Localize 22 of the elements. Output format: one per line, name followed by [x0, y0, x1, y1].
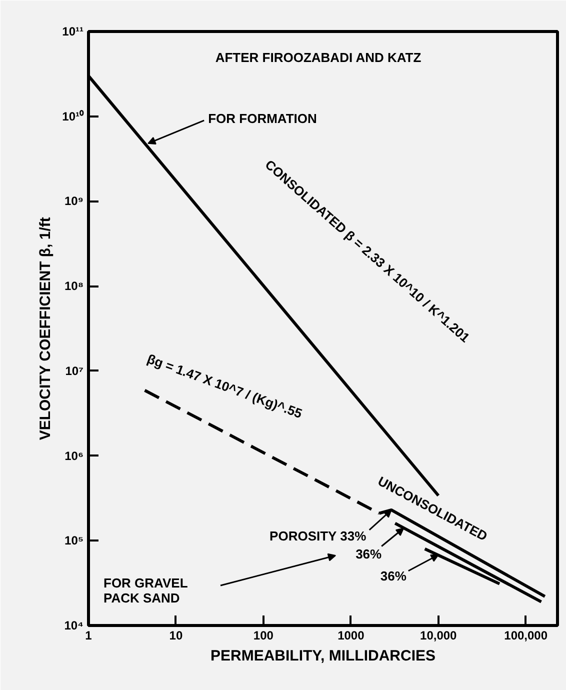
- annotation: AFTER FIROOZABADI AND KATZ: [215, 50, 422, 65]
- x-tick-label: 10: [169, 628, 183, 642]
- annotation: POROSITY 33%: [270, 528, 367, 544]
- x-tick-label: 1: [85, 628, 92, 642]
- annotation: FOR FORMATION: [208, 110, 317, 126]
- y-tick-label: 10⁹: [64, 194, 84, 208]
- annotation: FOR GRAVEL PACK SAND: [104, 576, 188, 606]
- x-tick-label: 10,000: [420, 628, 458, 642]
- y-tick-label: 10⁶: [64, 448, 84, 463]
- y-tick-label: 10⁵: [64, 534, 84, 548]
- y-tick-label: 10¹⁰: [62, 109, 84, 124]
- y-tick-label: 10⁷: [65, 364, 84, 378]
- x-axis-title: PERMEABILITY, MILLIDARCIES: [210, 648, 436, 664]
- annotation: 36%: [356, 546, 382, 562]
- y-tick-label: 10⁴: [64, 618, 84, 632]
- annotation: 36%: [380, 568, 407, 584]
- x-tick-label: 100: [253, 628, 274, 642]
- y-tick-label: 10¹¹: [62, 24, 84, 38]
- y-tick-label: 10⁸: [64, 279, 84, 294]
- x-tick-label: 1000: [338, 628, 365, 642]
- x-tick-label: 100,000: [504, 628, 548, 642]
- y-axis-title: VELOCITY COEFFICIENT β, 1/ft: [37, 217, 54, 440]
